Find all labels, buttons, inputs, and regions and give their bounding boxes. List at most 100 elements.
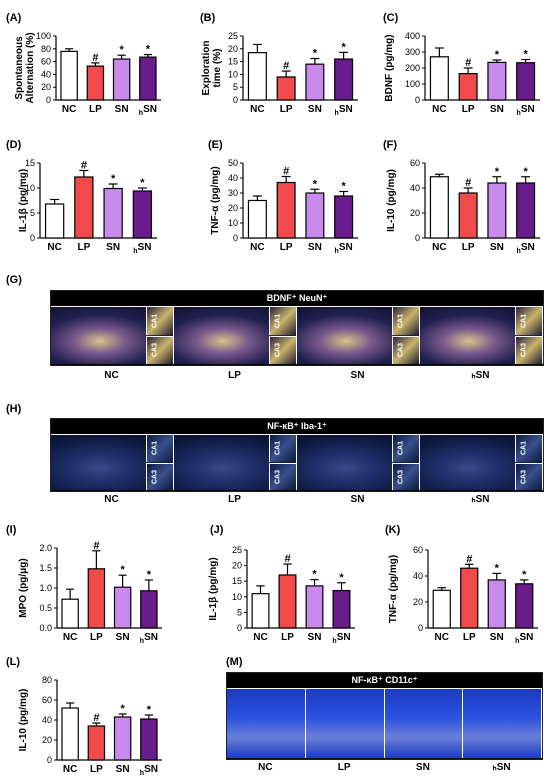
significance-mark: # (283, 60, 289, 72)
x-tick-label: hSN (515, 632, 533, 645)
bar-hsn (515, 583, 534, 629)
micrograph-panel-3: CA1 CA3 (420, 307, 543, 364)
x-tick-label: hSN (517, 104, 535, 117)
x-tick-label: NC (250, 242, 264, 253)
panel-label-g: (G) (6, 274, 22, 286)
x-tick-label: LP (90, 632, 103, 643)
y-tick-label: 400 (405, 31, 420, 41)
micrograph-group-label: SN (350, 494, 365, 505)
inset-ca3: CA3 (392, 462, 419, 490)
y-tick-label: 40 (41, 69, 51, 79)
significance-mark: * (120, 564, 125, 576)
micrograph-g-title: BDNF⁺ NeuN⁺ (51, 291, 543, 307)
y-tick-label: 20 (41, 82, 51, 92)
bar-lp (86, 65, 105, 101)
x-tick-label: hSN (335, 242, 353, 255)
inset-label: CA3 (274, 343, 282, 358)
chart-d: (D) IL-1β (pg/mg)0 5 10 15 NC # LP * SN * hSN (6, 139, 157, 255)
y-tick-label: 60 (41, 57, 51, 67)
bar-sn (487, 61, 507, 101)
bar-nc (429, 56, 449, 101)
bar-lp (74, 176, 94, 239)
bar-hsn (516, 182, 536, 239)
significance-mark: * (140, 177, 145, 189)
y-tick-label: 0 (233, 233, 238, 243)
y-tick-label: 60 (410, 158, 420, 168)
panel-label: (B) (200, 12, 216, 24)
micrograph-panel-1 (305, 689, 385, 758)
bar-hsn (140, 718, 158, 761)
bar-nc (432, 589, 451, 629)
x-tick-label: NC (250, 104, 264, 115)
y-tick-label: 5 (233, 82, 238, 92)
x-tick-label: LP (89, 104, 102, 115)
y-tick-label: 5 (30, 208, 35, 218)
significance-mark: * (495, 49, 500, 61)
panel-label: (L) (6, 656, 20, 668)
y-tick-label: 100 (36, 31, 51, 41)
bar-nc (61, 707, 79, 761)
chart-f: (F) IL-10 (pg/mg) 0 20 40 60 NC # LP * SN * hSN (383, 139, 540, 255)
inset-ca1: CA1 (515, 435, 542, 462)
inset-ca1: CA1 (146, 307, 173, 335)
significance-mark: * (522, 569, 527, 581)
significance-mark: * (313, 178, 318, 190)
micrograph-h-title: NF-κB⁺ Iba-1⁺ (51, 419, 543, 435)
y-tick-label: 20 (228, 203, 238, 213)
significance-mark: # (465, 177, 471, 189)
micrograph-panel-2 (384, 689, 464, 758)
bar-sn (103, 187, 123, 239)
inset-ca1: CA1 (515, 307, 542, 335)
chart-l: (L) IL-10 (pg/mg) 0 20 40 60 80 NC # LP * SN * hSN (6, 656, 162, 777)
inset-label: CA3 (151, 343, 159, 358)
bar-nc (247, 199, 267, 239)
x-tick-label: hSN (133, 242, 151, 255)
micrograph-panel-2: CA1 CA3 (297, 307, 420, 364)
inset-ca3: CA3 (392, 335, 419, 364)
significance-mark: * (120, 703, 125, 715)
panel-label: (D) (6, 139, 22, 151)
micrograph-panel-2: CA1 CA3 (297, 435, 420, 490)
x-tick-label: NC (47, 242, 61, 253)
bar-lp (460, 567, 479, 629)
bar-hsn (334, 58, 354, 101)
y-tick-label: 25 (228, 31, 238, 41)
y-tick-label: 25 (232, 545, 242, 555)
significance-mark: # (92, 52, 98, 64)
micrograph-m: NF-κB⁺ CD11c⁺ (226, 672, 543, 760)
panel-label: (F) (383, 139, 397, 151)
y-tick-label: 1.0 (39, 583, 52, 593)
y-tick-label: 40 (228, 173, 238, 183)
y-tick-label: 20 (228, 44, 238, 54)
inset-label: CA1 (151, 313, 159, 328)
y-tick-label: 20 (42, 735, 52, 745)
significance-mark: # (466, 553, 472, 565)
y-tick-label: 0 (46, 95, 51, 105)
bar-nc (251, 593, 270, 629)
x-tick-label: hSN (140, 632, 158, 645)
inset-label: CA3 (520, 469, 528, 484)
bar-lp (458, 192, 478, 239)
bar-hsn (140, 590, 158, 629)
inset-label: CA1 (151, 441, 159, 456)
y-tick-label: 15 (25, 158, 35, 168)
y-tick-label: 80 (42, 675, 52, 685)
y-tick-label: 0 (415, 95, 420, 105)
significance-mark: # (93, 712, 99, 724)
x-tick-label: NC (253, 632, 267, 643)
bar-sn (113, 586, 132, 629)
y-tick-label: 10 (25, 183, 35, 193)
x-tick-label: NC (63, 764, 77, 775)
y-tick-label: 15 (228, 57, 238, 67)
y-tick-label: 1.5 (39, 563, 52, 573)
chart-j: (J) IL-1β (pg/mg) 0 5 10 15 20 25 NC # LP * SN * hSN (208, 524, 355, 645)
y-tick-label: 10 (228, 69, 238, 79)
bar-sn (305, 585, 324, 629)
y-tick-label: 0 (418, 623, 423, 633)
x-tick-label: SN (106, 242, 120, 253)
micrograph-panel-0: CA1 CA3 (51, 435, 174, 490)
micrograph-panel-1: CA1 CA3 (174, 307, 297, 364)
significance-mark: * (147, 704, 152, 716)
bar-hsn (132, 190, 153, 239)
